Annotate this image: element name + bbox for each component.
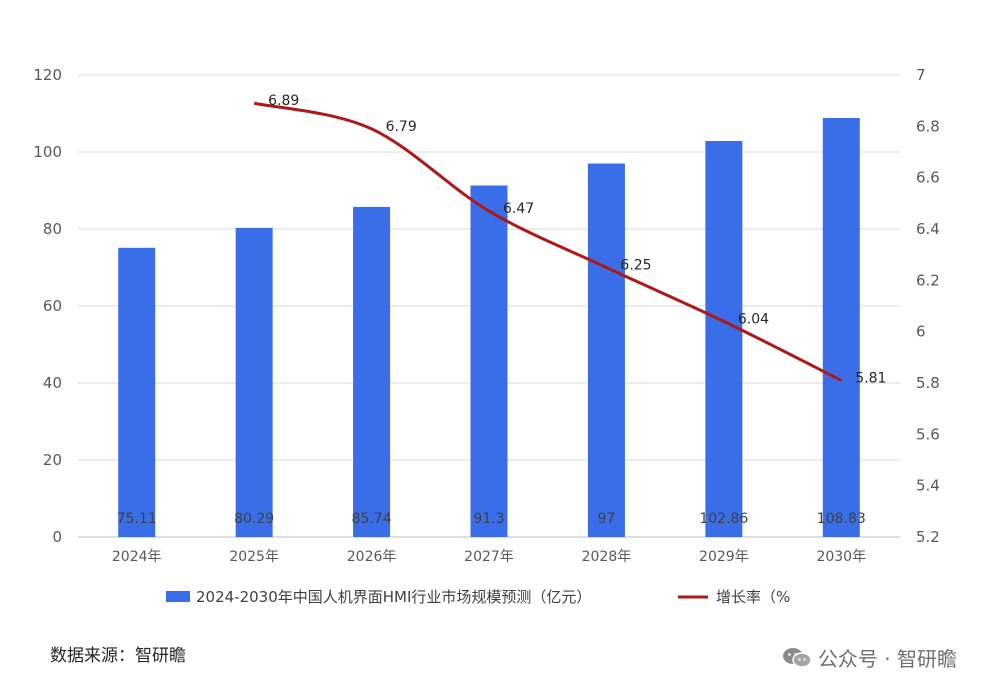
bar xyxy=(587,163,625,538)
x-tick-label: 2026年 xyxy=(347,549,397,565)
bar-data-label: 85.74 xyxy=(352,511,392,527)
line-data-label: 6.79 xyxy=(386,119,417,135)
y-right-tick-label: 6.2 xyxy=(916,271,940,289)
watermark: 公众号 · 智研瞻 xyxy=(782,643,957,672)
bar xyxy=(470,185,508,537)
line-data-label: 6.89 xyxy=(268,93,299,109)
growth-line xyxy=(253,101,842,382)
line-data-label: 6.25 xyxy=(620,258,651,274)
bar-data-label: 108.83 xyxy=(817,511,866,527)
bar xyxy=(353,206,391,537)
bar-data-label: 80.29 xyxy=(234,511,274,527)
x-tick-label: 2025年 xyxy=(229,549,279,565)
y-left-tick-label: 20 xyxy=(43,451,62,469)
x-tick-label: 2028年 xyxy=(582,549,632,565)
y-left-tick-label: 0 xyxy=(52,528,62,546)
source-note: 数据来源：智研瞻 xyxy=(50,646,186,666)
y-right-tick-label: 5.4 xyxy=(916,477,940,495)
y-right-tick-label: 6.4 xyxy=(916,220,940,238)
y-right-tick-label: 5.2 xyxy=(916,528,940,546)
y-right-tick-label: 7 xyxy=(916,66,926,84)
bar-data-label: 75.11 xyxy=(117,511,157,527)
legend-bar-swatch xyxy=(166,591,190,602)
line-data-label: 5.81 xyxy=(855,370,886,386)
line-data-label: 6.04 xyxy=(738,311,769,327)
y-right-tick-label: 6.8 xyxy=(916,117,940,135)
y-right-tick-label: 5.6 xyxy=(916,425,940,443)
legend: 2024-2030年中国人机界面HMI行业市场规模预测（亿元） 增长率（% xyxy=(166,588,790,606)
legend-line-label: 增长率（% xyxy=(716,588,790,606)
x-tick-label: 2027年 xyxy=(464,549,514,565)
y-axis-right: 5.2 5.4 5.6 5.8 6 6.2 6.4 6.6 6.8 7 xyxy=(916,66,940,546)
bar-series xyxy=(118,118,860,538)
y-right-tick-label: 6.6 xyxy=(916,169,940,187)
x-tick-label: 2024年 xyxy=(112,549,162,565)
x-tick-label: 2030年 xyxy=(816,549,866,565)
y-left-tick-label: 60 xyxy=(43,297,62,315)
bar-data-label: 102.86 xyxy=(699,511,748,527)
y-left-tick-label: 120 xyxy=(33,66,62,84)
bar-data-label: 91.3 xyxy=(473,511,504,527)
wechat-icon xyxy=(782,647,812,669)
watermark-text: 公众号 · 智研瞻 xyxy=(817,647,957,671)
x-axis: 2024年 2025年 2026年 2027年 2028年 2029年 2030年 xyxy=(112,549,866,565)
x-tick-label: 2029年 xyxy=(699,549,749,565)
bar-data-label: 97 xyxy=(598,511,616,527)
bar xyxy=(705,140,743,537)
line-data-label: 6.47 xyxy=(503,201,534,217)
y-axis-left: 0 20 40 60 80 100 120 xyxy=(33,66,62,546)
line-data-labels: 6.89 6.79 6.47 6.25 6.04 5.81 xyxy=(268,93,886,386)
y-right-tick-label: 5.8 xyxy=(916,374,940,392)
line-series xyxy=(253,101,842,382)
y-left-tick-label: 40 xyxy=(43,374,62,392)
y-left-tick-label: 100 xyxy=(33,143,62,161)
bar-data-labels: 75.11 80.29 85.74 91.3 97 102.86 108.83 xyxy=(117,511,866,527)
y-right-tick-label: 6 xyxy=(916,323,926,341)
bar xyxy=(118,247,156,537)
legend-bar-label: 2024-2030年中国人机界面HMI行业市场规模预测（亿元） xyxy=(196,588,591,606)
y-left-tick-label: 80 xyxy=(43,220,62,238)
bar xyxy=(822,118,860,537)
bar xyxy=(235,227,273,538)
